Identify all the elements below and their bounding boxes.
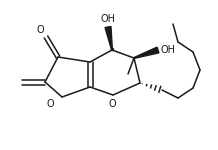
Polygon shape <box>134 47 159 58</box>
Text: OH: OH <box>160 45 175 55</box>
Polygon shape <box>105 27 112 50</box>
Text: O: O <box>36 25 44 35</box>
Text: OH: OH <box>100 14 116 24</box>
Text: O: O <box>46 99 54 109</box>
Text: O: O <box>108 99 116 109</box>
